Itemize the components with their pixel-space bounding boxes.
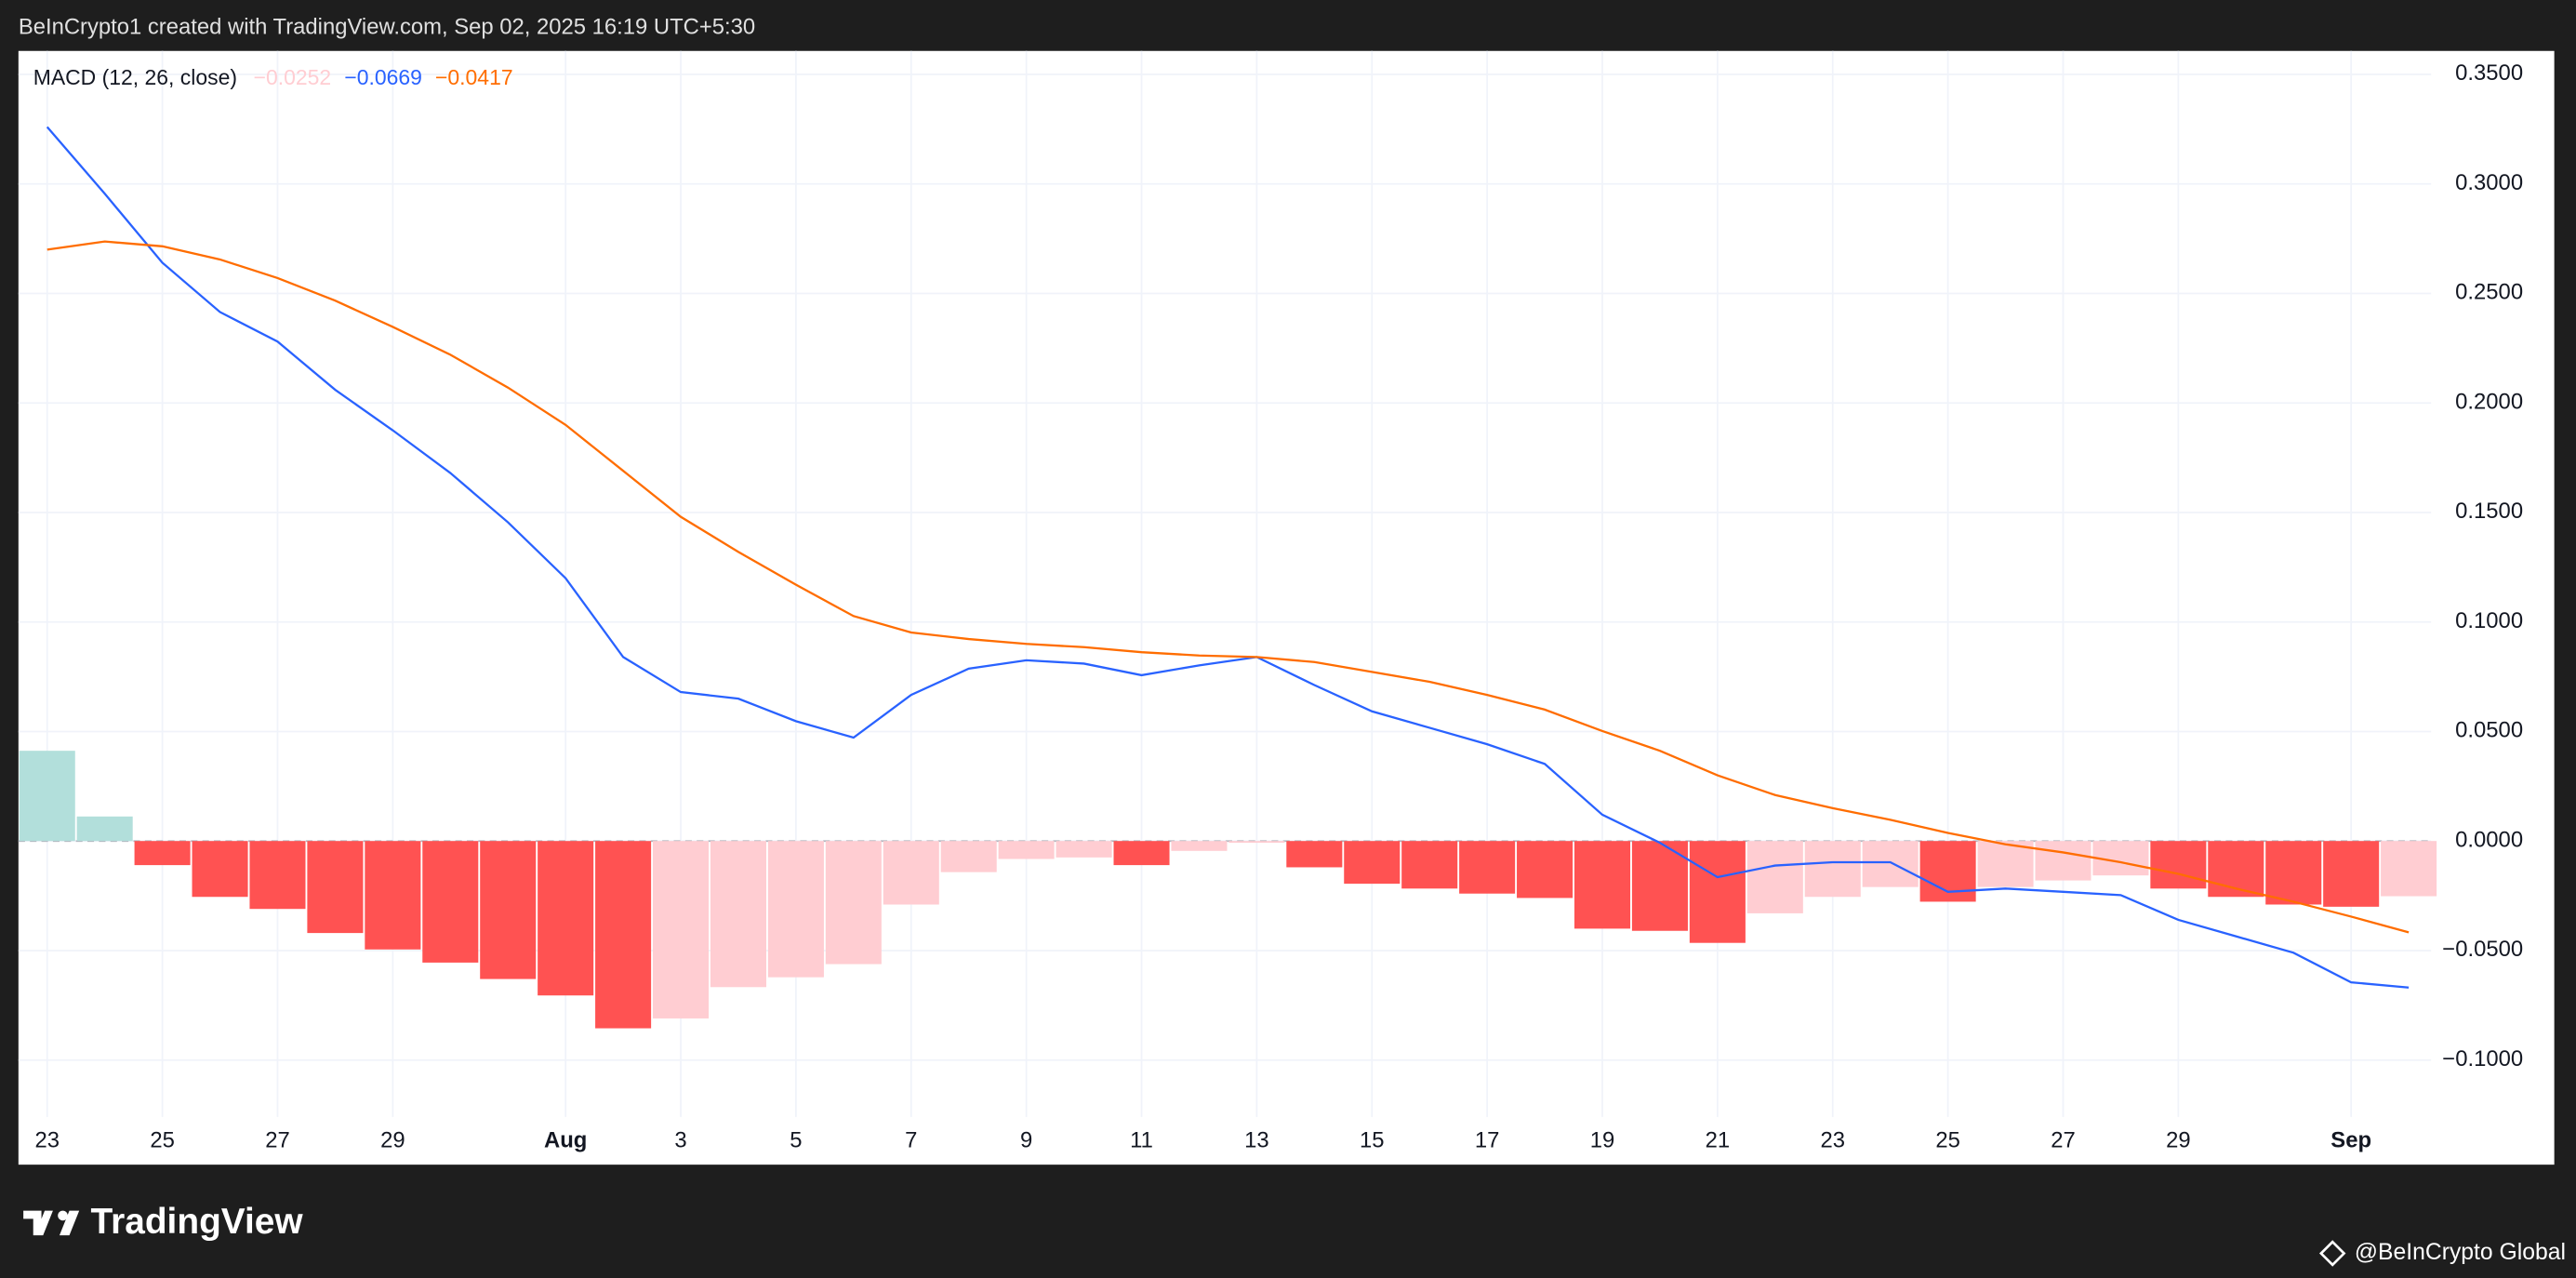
histogram-bar — [1344, 841, 1401, 885]
line-series — [46, 126, 2410, 989]
legend: MACD (12, 26, close) −0.0252 −0.0669 −0.04… — [33, 65, 513, 89]
histogram-bar — [1459, 841, 1516, 894]
x-tick-label: 25 — [1935, 1128, 1960, 1153]
y-tick-label: 0.0500 — [2455, 718, 2523, 743]
histogram-bar — [1977, 841, 2034, 887]
x-tick-label: 27 — [2051, 1128, 2076, 1153]
histogram-bar — [192, 841, 248, 898]
legend-value: −0.0669 — [344, 65, 422, 89]
footer-brand: TradingView — [91, 1202, 304, 1242]
histogram-bar — [767, 841, 824, 978]
histogram-bar — [1746, 841, 1803, 913]
histogram-bar — [1056, 841, 1112, 858]
histogram-bar — [883, 841, 939, 905]
x-tick-label: 5 — [790, 1128, 802, 1153]
logo-icon — [59, 1210, 80, 1236]
histogram-bar — [2381, 841, 2437, 897]
plot: −0.1000 −0.0500 0.0000 0.0500 0.1000 0.1500 0.… — [18, 50, 2523, 1153]
brand-logo — [23, 1210, 80, 1236]
histogram-bar — [595, 841, 652, 1029]
x-tick-label: 17 — [1475, 1128, 1500, 1153]
x-tick-label: 21 — [1706, 1128, 1731, 1153]
x-tick-label: 15 — [1360, 1128, 1385, 1153]
chart-panel — [18, 50, 2555, 1165]
logo-icon — [23, 1210, 53, 1236]
x-tick-label: 11 — [1130, 1128, 1153, 1153]
histogram-bar — [2150, 841, 2207, 889]
histogram-bar — [2265, 841, 2322, 905]
x-tick-label: Sep — [2330, 1128, 2371, 1153]
x-tick-label: 13 — [1244, 1128, 1269, 1153]
credit-icon — [2318, 1240, 2346, 1267]
histogram-bar — [538, 841, 594, 996]
x-tick-label: Aug — [544, 1128, 587, 1153]
histogram-bar — [365, 841, 421, 950]
histogram-bar — [1517, 841, 1573, 899]
x-tick-label: 7 — [905, 1128, 917, 1153]
histogram-bar — [1862, 841, 1919, 887]
y-tick-label: 0.2500 — [2455, 280, 2523, 305]
histogram-bar — [1631, 841, 1688, 931]
histogram-bar — [1689, 841, 1746, 943]
histogram-bar — [1401, 841, 1458, 889]
histogram-bar — [2035, 841, 2091, 881]
header-text: BeInCrypto1 created with TradingView.com… — [19, 14, 755, 39]
histogram-bar — [249, 841, 306, 910]
histogram-bar — [19, 751, 75, 842]
histogram-bar — [1228, 841, 1285, 844]
histogram-bar — [1171, 841, 1228, 851]
histogram-bar — [940, 841, 997, 872]
histogram-bar — [76, 816, 133, 842]
x-tick-label: 23 — [1820, 1128, 1845, 1153]
y-tick-label: 0.0000 — [2455, 827, 2523, 852]
x-tick-label: 29 — [2166, 1128, 2191, 1153]
y-tick-label: 0.1500 — [2455, 499, 2523, 524]
legend-title: MACD (12, 26, close) — [33, 65, 237, 89]
y-tick-label: 0.2000 — [2455, 389, 2523, 414]
histogram-bar — [1804, 841, 1861, 898]
x-tick-label: 9 — [1020, 1128, 1032, 1153]
histogram-bar — [653, 841, 710, 1018]
x-tick-label: 23 — [34, 1128, 60, 1153]
y-tick-label: 0.3500 — [2455, 60, 2523, 86]
histogram-bar — [825, 841, 882, 965]
histogram-bar — [2323, 841, 2380, 907]
legend-value: −0.0252 — [254, 65, 332, 89]
x-tick-label: 27 — [265, 1128, 290, 1153]
y-tick-label: −0.1000 — [2442, 1046, 2523, 1072]
footer-credit: @BeInCrypto Global — [2355, 1240, 2566, 1265]
y-tick-label: 0.3000 — [2455, 170, 2523, 195]
histogram-bar — [422, 841, 479, 963]
logo-dot — [58, 1210, 68, 1221]
histogram-bar — [710, 841, 766, 988]
y-tick-label: 0.1000 — [2455, 608, 2523, 633]
histogram-bar — [307, 841, 364, 934]
line-series — [46, 240, 2410, 934]
legend-value: −0.0417 — [435, 65, 513, 89]
histogram-bar — [1286, 841, 1343, 868]
x-tick-label: 3 — [674, 1128, 686, 1153]
histogram-bar — [134, 841, 191, 866]
x-tick-label: 29 — [380, 1128, 405, 1153]
y-tick-label: −0.0500 — [2442, 937, 2523, 962]
x-tick-label: 25 — [150, 1128, 175, 1153]
histogram-bar — [1113, 841, 1170, 866]
x-tick-label: 19 — [1590, 1128, 1615, 1153]
histogram-bar — [480, 841, 537, 979]
histogram-bar — [998, 841, 1055, 859]
histogram-bar — [1573, 841, 1631, 929]
